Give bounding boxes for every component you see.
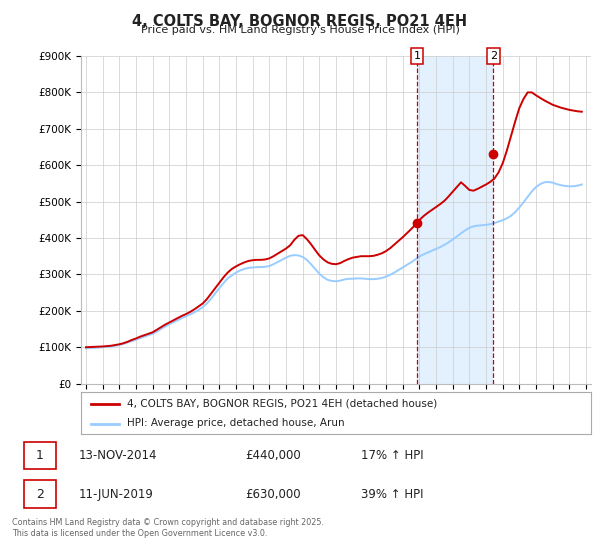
- FancyBboxPatch shape: [23, 480, 56, 508]
- Text: 2: 2: [36, 488, 44, 501]
- Text: 4, COLTS BAY, BOGNOR REGIS, PO21 4EH: 4, COLTS BAY, BOGNOR REGIS, PO21 4EH: [133, 14, 467, 29]
- Text: 1: 1: [413, 51, 421, 61]
- Text: HPI: Average price, detached house, Arun: HPI: Average price, detached house, Arun: [127, 418, 344, 428]
- Text: Contains HM Land Registry data © Crown copyright and database right 2025.: Contains HM Land Registry data © Crown c…: [12, 518, 324, 527]
- Text: Price paid vs. HM Land Registry's House Price Index (HPI): Price paid vs. HM Land Registry's House …: [140, 25, 460, 35]
- Text: 11-JUN-2019: 11-JUN-2019: [79, 488, 154, 501]
- Text: 2: 2: [490, 51, 497, 61]
- Text: £630,000: £630,000: [245, 488, 301, 501]
- Text: 17% ↑ HPI: 17% ↑ HPI: [361, 449, 424, 462]
- FancyBboxPatch shape: [23, 442, 56, 469]
- Bar: [417, 56, 493, 384]
- Text: This data is licensed under the Open Government Licence v3.0.: This data is licensed under the Open Gov…: [12, 529, 268, 538]
- Text: 4, COLTS BAY, BOGNOR REGIS, PO21 4EH (detached house): 4, COLTS BAY, BOGNOR REGIS, PO21 4EH (de…: [127, 399, 437, 409]
- Text: 13-NOV-2014: 13-NOV-2014: [79, 449, 157, 462]
- Text: £440,000: £440,000: [245, 449, 301, 462]
- Text: 39% ↑ HPI: 39% ↑ HPI: [361, 488, 424, 501]
- Text: 1: 1: [36, 449, 44, 462]
